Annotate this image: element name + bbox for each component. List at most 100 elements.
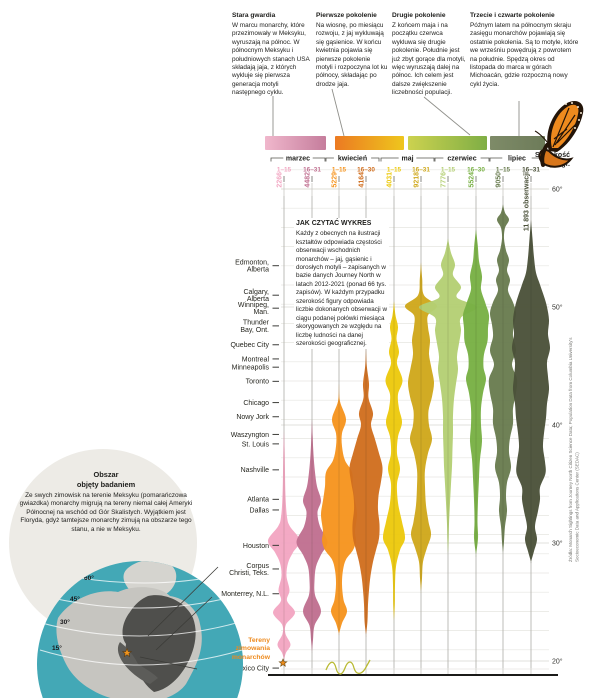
count-label: 2266 <box>277 172 284 188</box>
butterfly-forewing <box>550 104 579 148</box>
half-month-label: 1–15 <box>277 167 292 174</box>
half-month-label: 16–30 <box>467 167 485 174</box>
count-label: 5524 <box>469 172 476 188</box>
violin-kwiecień-16–30 <box>349 348 383 637</box>
annotation-body: Z końcem maja i na początku czerwca wykl… <box>392 21 466 97</box>
colorbar-segment-march <box>265 136 326 150</box>
city-label: Montreal <box>242 356 270 363</box>
wintering-star-globe <box>121 647 133 658</box>
wintering-star-chart <box>278 658 288 667</box>
annotation-stara-gwardia: Stara gwardia W marcu monarchy, które pr… <box>232 12 312 98</box>
city-label: Waszyngton <box>231 432 269 439</box>
globe-label-30: 30° <box>60 618 70 626</box>
how-to-read-body: Każdy z obecnych na ilustracji kształtów… <box>296 230 388 347</box>
city-labels: Edmonton, Alberta Calgary, AlbertaWinnipeg,… <box>221 260 279 672</box>
half-month-label: 16–31 <box>412 167 430 174</box>
city-label: Atlanta <box>247 497 269 504</box>
latitude-axis: 60° 50° 40° 30° 20° <box>552 186 563 666</box>
month-axis: marzec 1–15 16–31 kwiecień 1–15 16–30 maj 1–15 1… <box>270 156 545 174</box>
city-label: Houston <box>243 543 269 550</box>
butterfly-wing-veins <box>552 107 579 148</box>
violin-shapes <box>267 204 551 661</box>
annotation-body: Na wiosnę, po miesiącu rozwoju, z jaj wy… <box>316 21 388 88</box>
city-label: Chicago <box>243 400 269 407</box>
city-label: Corpus Christi, Teks. <box>229 563 269 577</box>
violin-czerwiec-16–30 <box>462 229 490 557</box>
city-label: Edmonton, Alberta <box>235 260 269 274</box>
violin-marzec-1–15 <box>267 429 301 661</box>
latitude-tick-label: 60° <box>552 186 563 194</box>
colorbar-segment-april <box>335 136 404 150</box>
city-label: Nashville <box>241 467 270 474</box>
source-line-2: Socioeconomic Data and Applications Cent… <box>575 452 580 562</box>
butterfly-antenna <box>534 130 549 144</box>
half-month-label: 1–15 <box>387 167 402 174</box>
month-label: maj <box>401 156 413 163</box>
city-label: Dallas <box>250 507 270 514</box>
city-label: Winnipeg, Man. <box>238 302 269 316</box>
city-label: Nowy Jork <box>236 414 269 421</box>
month-label: czerwiec <box>447 156 476 163</box>
count-label: 4164 <box>359 172 366 188</box>
violin-kwiecień-1–15 <box>321 383 357 636</box>
violin-maj-16–31 <box>404 262 438 593</box>
city-label: Thunder Bay, Ont. <box>240 320 269 334</box>
count-label: 4482 <box>305 172 312 188</box>
latitude-tick-label: 50° <box>552 304 563 312</box>
globe-illustration: 60° 45° 30° 15° <box>9 449 243 698</box>
half-month-label: 1–15 <box>441 167 456 174</box>
city-label: Calgary, Alberta <box>243 289 269 303</box>
count-label: 4031 <box>387 172 394 188</box>
half-month-label: 16–31 <box>303 167 321 174</box>
artist-signature <box>325 659 371 675</box>
violin-lipiec-1–15 <box>488 204 518 554</box>
how-to-read-title: JAK CZYTAĆ WYKRES <box>296 220 372 227</box>
globe-label-45: 45° <box>70 595 80 603</box>
month-label: kwiecień <box>338 156 367 163</box>
city-label: Monterrey, N.L. <box>221 591 269 598</box>
globe-leader-lines <box>139 566 219 670</box>
annotation-drugie-pokolenie: Drugie pokolenie Z końcem maja i na pocz… <box>392 12 466 98</box>
city-label: Minneapolis <box>232 365 270 372</box>
violin-marzec-16–31 <box>296 419 328 654</box>
count-label: 5229 <box>332 172 339 188</box>
latitude-tick-label: 40° <box>552 422 563 430</box>
city-label: St. Louis <box>242 441 270 448</box>
city-label: Mexico City <box>233 665 270 672</box>
monarch-butterfly-illustration <box>534 101 584 168</box>
month-bracket <box>380 157 435 162</box>
latitude-tick-label: 30° <box>552 540 563 548</box>
butterfly-wing-spots <box>565 102 582 129</box>
butterfly-hindwing <box>538 149 574 168</box>
annotation-title: Trzecie i czwarte pokolenie <box>470 12 555 19</box>
globe-label-60: 60° <box>84 574 94 582</box>
half-month-label: 1–15 <box>496 167 511 174</box>
source-line-1: Źródła: Monarch Sightings from Journey N… <box>567 337 573 562</box>
observation-counts: 2266 4482 5229 4164 4031 9218 7776 5524 9050 11 8… <box>277 172 531 231</box>
study-area-title: Obszar objęty badaniem <box>76 470 136 489</box>
month-bracket <box>325 157 380 162</box>
annotation-title: Pierwsze pokolenie <box>316 12 377 19</box>
count-label: 11 893 obserwacji <box>524 172 531 231</box>
violin-maj-1–15 <box>382 301 406 623</box>
half-month-label: 16–30 <box>357 167 375 174</box>
annotation-body: W marcu monarchy, które przezimowały w M… <box>232 21 310 97</box>
source-credit: Źródła: Monarch Sightings from Journey N… <box>567 337 580 562</box>
count-label: 7776 <box>441 172 448 188</box>
butterfly-body <box>540 143 549 167</box>
annotation-trzecie-czwarte-pokolenie: Trzecie i czwarte pokolenie Późnym latem… <box>470 12 580 89</box>
latitude-tick-label: 20° <box>552 658 563 666</box>
annotation-body: Późnym latem na północnym skraju zasięgu… <box>470 21 579 88</box>
wintering-grounds-label: Tereny zimowania monarchów <box>231 637 270 661</box>
city-label: Toronto <box>246 379 269 386</box>
study-area-box: Obszar objęty badaniem Ze swych zimowisk… <box>16 470 196 534</box>
annotation-leader-lines <box>272 88 520 137</box>
annotation-title: Drugie pokolenie <box>392 12 446 19</box>
half-month-label: 16–31 <box>522 167 540 174</box>
annotation-title: Stara gwardia <box>232 12 276 19</box>
colorbar-segment-july <box>490 136 545 150</box>
colorbar-segment-june <box>408 136 487 150</box>
count-label: 9218 <box>414 172 421 188</box>
violin-czerwiec-1–15 <box>418 238 478 556</box>
